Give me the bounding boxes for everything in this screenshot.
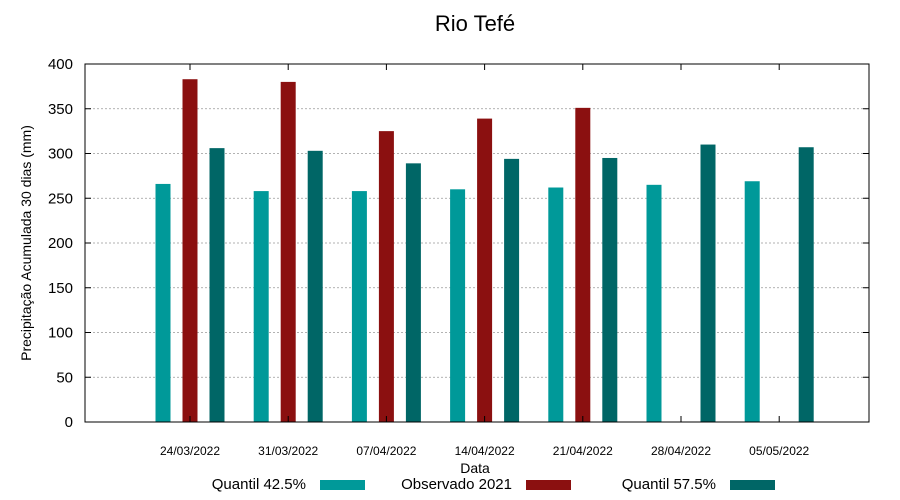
bar-quantil-57-5 [209,148,225,422]
x-axis-label: Data [460,460,490,476]
bar-quantil-42-5 [253,191,269,422]
bar-quantil-42-5 [351,191,367,422]
bar-observado-2021 [182,79,198,422]
legend-label: Quantil 57.5% [622,476,716,493]
x-tick-label: 05/05/2022 [749,444,809,458]
y-tick-label: 100 [48,325,73,342]
bar-quantil-57-5 [798,147,814,423]
bars [155,79,814,423]
y-tick-label: 250 [48,190,73,207]
bar-quantil-57-5 [405,163,421,422]
x-tick-label: 31/03/2022 [258,444,318,458]
y-tick-label: 50 [56,369,73,386]
x-tick-label: 14/04/2022 [455,444,515,458]
grid-lines [85,108,869,378]
legend-label: Observado 2021 [401,476,512,493]
bar-quantil-57-5 [504,158,520,422]
bar-observado-2021 [575,107,591,422]
legend-swatch [526,480,571,490]
legend-label: Quantil 42.5% [212,476,306,493]
x-tick-label: 28/04/2022 [651,444,711,458]
y-tick-label: 0 [65,414,73,431]
y-tick-label: 400 [48,56,73,73]
y-axis-label: Precipitação Acumulada 30 dias (mm) [18,125,34,361]
bar-quantil-42-5 [450,189,466,422]
bar-quantil-42-5 [155,183,171,422]
bar-quantil-42-5 [548,187,564,422]
bar-quantil-57-5 [602,157,618,422]
bar-quantil-42-5 [646,184,662,422]
chart-title: Rio Tefé [435,11,515,36]
bar-quantil-42-5 [744,181,760,422]
y-ticks: 0 50 100 150 200 250 300 350 400 [48,56,869,431]
bar-observado-2021 [477,118,493,422]
x-tick-label: 24/03/2022 [160,444,220,458]
x-ticks: 24/03/2022 31/03/2022 07/04/2022 14/04/2022… [160,64,810,458]
y-tick-label: 350 [48,101,73,118]
x-tick-label: 07/04/2022 [356,444,416,458]
x-tick-label: 21/04/2022 [553,444,613,458]
y-tick-label: 200 [48,235,73,252]
bar-observado-2021 [378,131,394,422]
y-tick-label: 150 [48,280,73,297]
legend-swatch [730,480,775,490]
bar-quantil-57-5 [700,144,716,423]
legend-swatch [320,480,365,490]
bar-quantil-57-5 [307,150,323,422]
bar-observado-2021 [280,81,296,423]
legend: Quantil 42.5% Observado 2021 Quantil 57.5% [212,476,775,493]
y-tick-label: 300 [48,146,73,163]
